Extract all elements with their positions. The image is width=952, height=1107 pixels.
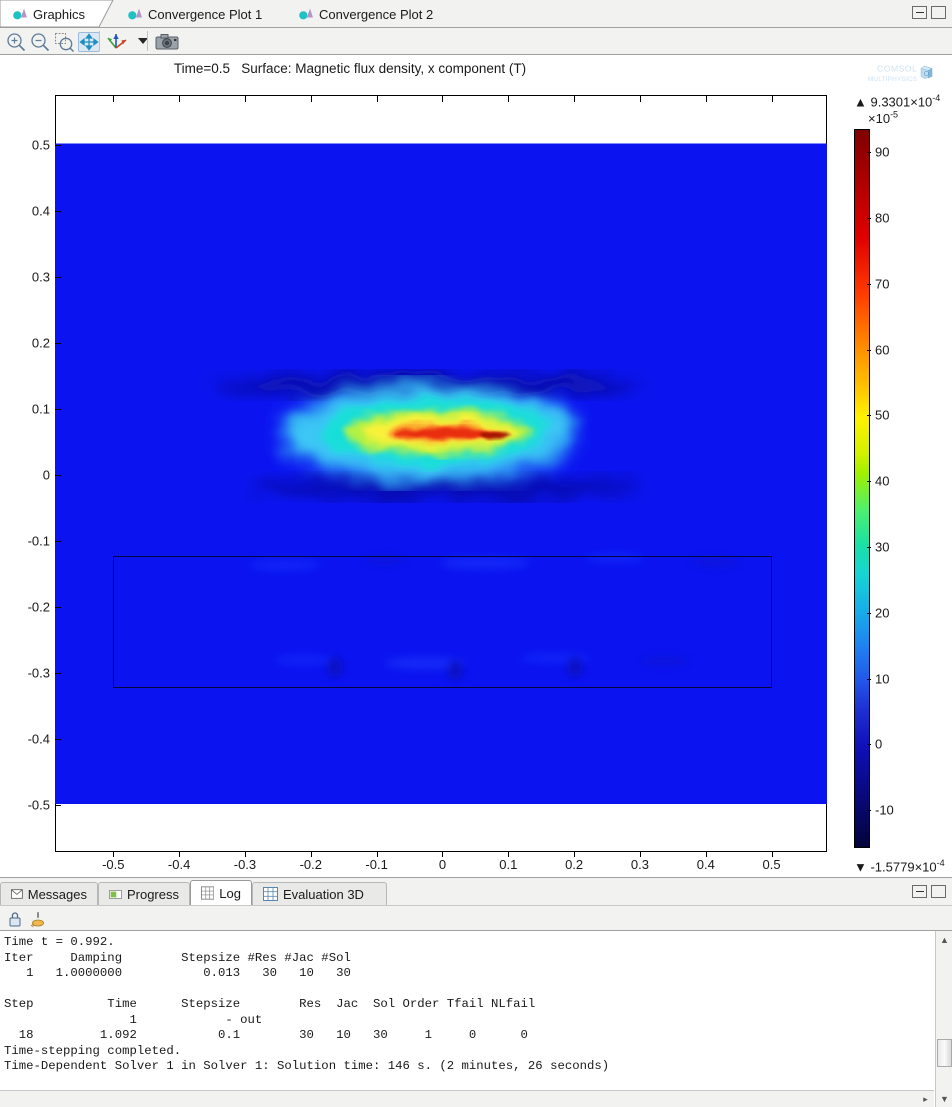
svg-text:COMSOL: COMSOL <box>877 64 917 74</box>
svg-text:MULTIPHYSICS: MULTIPHYSICS <box>868 76 918 83</box>
